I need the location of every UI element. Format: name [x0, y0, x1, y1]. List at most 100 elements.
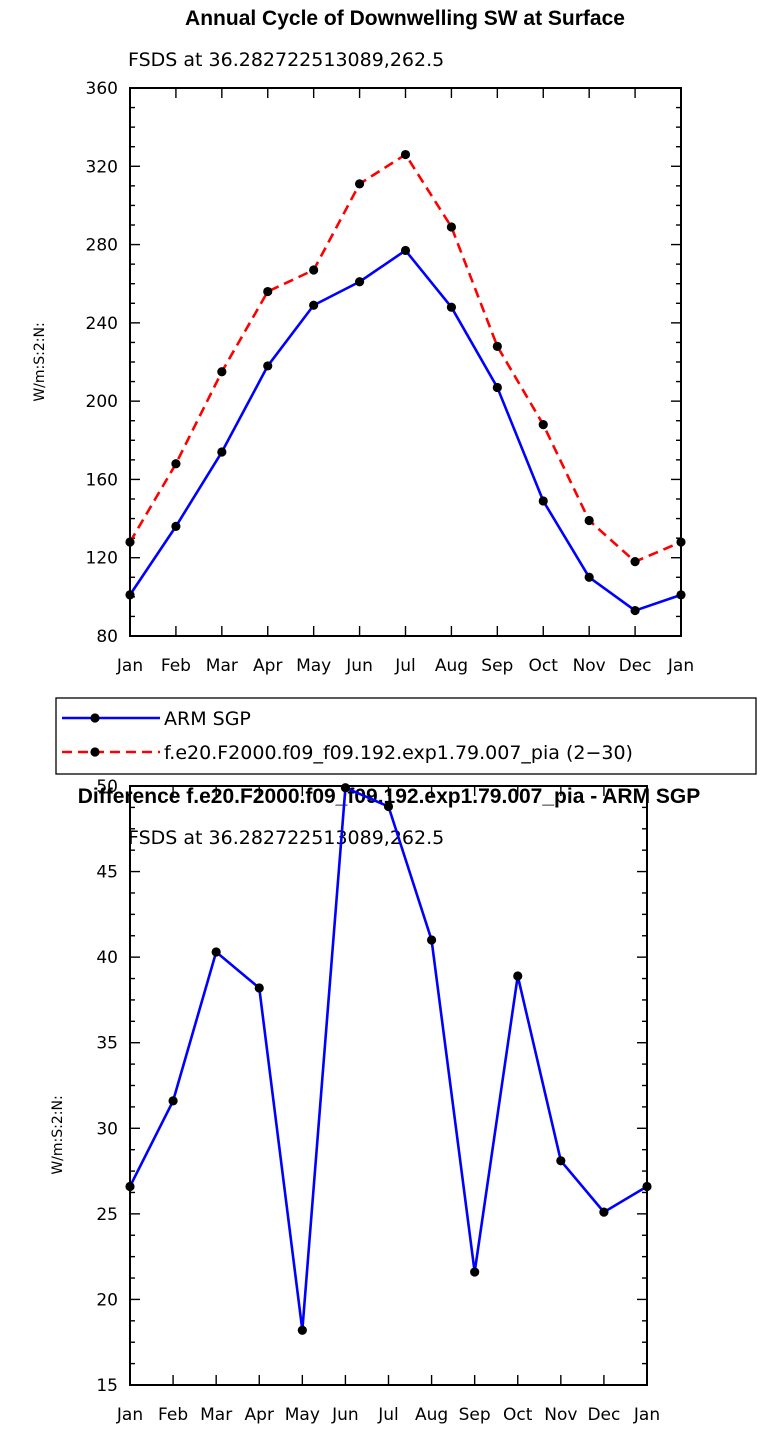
data-point-s0-8 [470, 1267, 480, 1277]
data-point-s0-0 [125, 590, 135, 600]
data-point-s0-1 [168, 1096, 178, 1106]
difference-axes: 15 20 25 30 35 40 45 50 Jan Feb Mar Apr May Jun Jul Aug… [96, 777, 660, 1425]
x-tick-label: Aug [435, 656, 468, 676]
data-point-s1-7 [446, 222, 457, 232]
legend-label-arm: ARM SGP [164, 708, 251, 730]
x-tick-label: May [285, 1405, 320, 1425]
y-tick-label: 50 [96, 777, 118, 797]
data-point-s0-8 [492, 382, 502, 393]
legend-marker-arm [90, 713, 100, 723]
data-point-s1-3 [263, 286, 273, 297]
y-tick-label: 35 [96, 1034, 118, 1054]
x-tick-label: May [296, 656, 331, 676]
y-tick-label: 280 [86, 236, 118, 256]
difference-y-axis-label: W/m:S:2:N: [50, 1095, 66, 1174]
annual-cycle-panel: Annual Cycle of Downwelling SW at Surfac… [32, 7, 694, 676]
series-line-0 [128, 786, 648, 1332]
y-tick-label: 160 [86, 470, 118, 490]
y-tick-label: 45 [96, 863, 118, 883]
y-tick-label: 20 [96, 1290, 118, 1310]
series-line-0 [128, 249, 682, 612]
series-line-1 [128, 153, 682, 563]
data-point-s0-7 [446, 302, 457, 312]
data-point-s0-3 [254, 983, 264, 993]
plot-frame [129, 785, 648, 1386]
data-point-s0-2 [217, 447, 227, 457]
plot-frame [129, 87, 682, 637]
data-point-s0-9 [513, 971, 523, 981]
y-axis-label: W/m:S:2:N: [32, 322, 48, 401]
data-point-s1-11 [630, 557, 640, 567]
x-tick-label: Jul [377, 1405, 399, 1425]
x-tick-label: Oct [529, 656, 559, 676]
y-tick-label: 360 [86, 79, 118, 99]
y-tick-label: 240 [86, 314, 118, 334]
difference-title: Difference f.e20.F2000.f09_f09.192.exp1.… [78, 785, 701, 808]
data-point-s0-9 [538, 496, 548, 506]
x-tick-label: Jun [331, 1405, 359, 1425]
data-point-s0-0 [125, 1181, 135, 1192]
x-tick-label: Oct [503, 1405, 533, 1425]
data-point-s0-5 [354, 277, 365, 287]
difference-panel: Difference f.e20.F2000.f09_f09.192.exp1.… [50, 777, 700, 1425]
y-tick-label: 80 [96, 627, 118, 647]
data-point-s0-11 [630, 605, 640, 616]
data-point-s1-10 [584, 515, 594, 526]
x-tick-label: Sep [481, 656, 513, 676]
x-tick-label: Apr [253, 656, 282, 676]
data-point-s0-10 [584, 572, 594, 582]
x-tick-label: Jul [394, 656, 416, 676]
data-point-s1-12 [676, 537, 686, 547]
y-tick-label: 40 [96, 948, 118, 968]
data-point-s0-2 [211, 947, 221, 957]
data-point-s1-8 [492, 341, 502, 351]
y-tick-label: 120 [86, 549, 118, 569]
x-tick-label: Nov [544, 1405, 577, 1425]
x-tick-label: Jan [116, 1405, 143, 1425]
data-point-s1-6 [400, 149, 411, 160]
data-point-s0-1 [171, 521, 181, 532]
x-tick-label: Dec [587, 1405, 620, 1425]
data-point-s0-4 [309, 300, 319, 310]
legend-box [55, 697, 757, 775]
legend-marker-model [90, 747, 100, 757]
axes: 80 120 160 200 240 280 320 360 Jan Feb Mar Apr May Ju… [86, 79, 695, 676]
data-point-s1-4 [309, 265, 319, 275]
x-tick-label: Feb [158, 1405, 188, 1425]
data-point-s1-0 [125, 537, 135, 547]
y-tick-label: 200 [86, 392, 118, 412]
data-point-s0-3 [263, 361, 273, 371]
plot-marks [125, 149, 686, 616]
x-tick-label: Jan [116, 656, 143, 676]
x-tick-label: Sep [459, 1405, 491, 1425]
difference-plot-marks [125, 783, 652, 1335]
data-point-s0-12 [676, 590, 686, 600]
legend: ARM SGP f.e20.F2000.f09_f09.192.exp1.79.… [55, 697, 757, 775]
data-point-s1-2 [217, 367, 227, 377]
x-tick-label: Aug [415, 1405, 448, 1425]
chart-subtitle: FSDS at 36.282722513089,262.5 [128, 49, 444, 71]
data-point-s0-6 [400, 245, 411, 256]
y-tick-label: 15 [96, 1376, 118, 1396]
chart-title: Annual Cycle of Downwelling SW at Surfac… [185, 7, 625, 30]
y-tick-label: 25 [96, 1205, 118, 1225]
data-point-s1-1 [171, 459, 181, 469]
y-tick-label: 320 [86, 157, 118, 177]
data-point-s0-6 [383, 801, 394, 812]
data-point-s1-9 [538, 420, 548, 430]
data-point-s0-10 [556, 1156, 566, 1166]
data-point-s0-11 [599, 1207, 609, 1217]
difference-subtitle: FSDS at 36.282722513089,262.5 [128, 827, 444, 849]
data-point-s1-5 [354, 179, 365, 189]
data-point-s0-12 [642, 1181, 652, 1192]
x-tick-label: Jun [345, 656, 373, 676]
x-tick-label: Jan [667, 656, 694, 676]
x-tick-label: Nov [573, 656, 606, 676]
data-point-s0-5 [340, 783, 351, 793]
data-point-s0-4 [297, 1325, 307, 1335]
x-tick-label: Dec [619, 656, 652, 676]
x-tick-label: Mar [200, 1405, 232, 1425]
legend-label-model: f.e20.F2000.f09_f09.192.exp1.79.007_pia … [164, 742, 633, 764]
x-tick-label: Mar [206, 656, 238, 676]
data-point-s0-7 [426, 935, 437, 945]
